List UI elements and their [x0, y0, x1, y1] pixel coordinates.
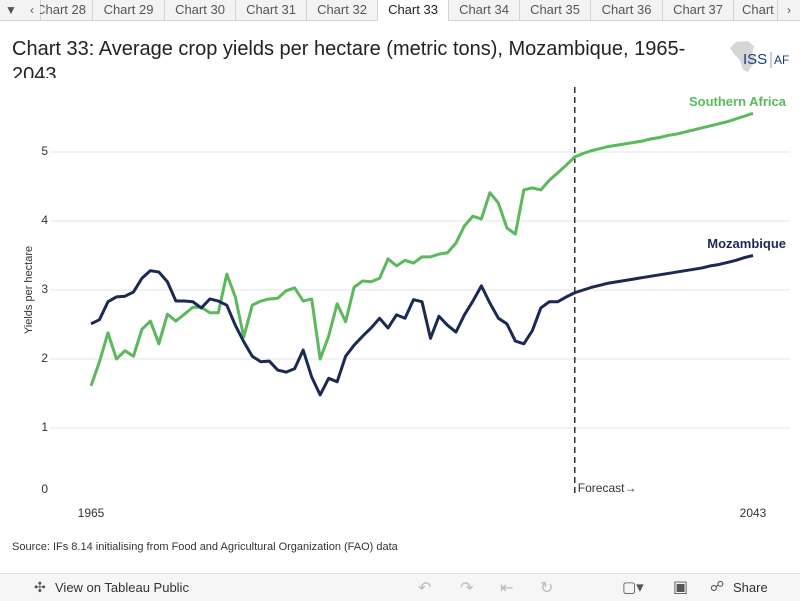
tab[interactable]: Chart 28 [40, 0, 93, 20]
logo: ISS AFI [730, 41, 790, 72]
refresh-button[interactable]: ↻ [540, 580, 554, 597]
line-series [89, 111, 754, 387]
series-label: Southern Africa [689, 94, 787, 109]
y-tick-label: 2 [41, 351, 48, 365]
redo-button[interactable]: ↷ [460, 580, 474, 597]
toolbar: ✣ View on Tableau Public ↶ ↷ ⇤ ↻ ▢▾ ▣ ☍ … [0, 573, 800, 601]
undo-button[interactable]: ↶ [418, 580, 432, 597]
tab[interactable]: Chart 32 [307, 0, 378, 20]
share-button[interactable]: Share [733, 580, 768, 595]
tableau-icon: ✣ [34, 579, 46, 595]
tab-next-arrow[interactable]: › [787, 3, 791, 17]
y-tick-label: 5 [41, 144, 48, 158]
logo-map [730, 41, 756, 72]
tab[interactable]: Chart 36 [591, 0, 663, 20]
tab[interactable]: Chart 35 [520, 0, 591, 20]
forecast-annotation: Forecast→ [578, 481, 637, 495]
logo-text: ISS [743, 51, 767, 68]
y-axis-label: Yields per hectare [23, 246, 35, 334]
tab[interactable]: Chart 31 [236, 0, 307, 20]
tab[interactable]: Chart 34 [449, 0, 520, 20]
x-tick-label: 1965 [78, 506, 105, 520]
tab-menu-arrow[interactable]: ▼ [5, 3, 17, 17]
series-label: Mozambique [707, 236, 786, 251]
x-tick-label: 2043 [740, 506, 767, 520]
tab[interactable]: Chart 30 [165, 0, 236, 20]
line-series [90, 254, 754, 397]
share-icon: ☍ [710, 578, 725, 594]
y-tick-label: 0 [41, 482, 48, 496]
view-on-tableau[interactable]: View on Tableau Public [55, 580, 189, 595]
logo-sub: AFI [774, 53, 790, 67]
y-tick-label: 4 [41, 213, 48, 227]
tab[interactable]: Chart 33 [378, 0, 449, 21]
source-note: Source: IFs 8.14 initialising from Food … [12, 541, 398, 553]
tab[interactable]: Chart 38 [734, 0, 778, 20]
tab-bar: ▼ ‹ › Chart 28 Chart 29 Chart 30 Chart 31 Ch… [0, 0, 800, 21]
download-button[interactable]: ▢▾ [622, 579, 644, 596]
revert-button[interactable]: ⇤ [500, 580, 514, 597]
tab-prev-arrow[interactable]: ‹ [24, 0, 41, 20]
fullscreen-button[interactable]: ▣ [673, 579, 689, 596]
tab[interactable]: Chart 37 [663, 0, 734, 20]
chart-title: Chart 33: Average crop yields per hectar… [12, 38, 686, 78]
y-tick-label: 1 [41, 420, 48, 434]
tab[interactable]: Chart 29 [93, 0, 165, 20]
y-tick-label: 3 [41, 282, 48, 296]
